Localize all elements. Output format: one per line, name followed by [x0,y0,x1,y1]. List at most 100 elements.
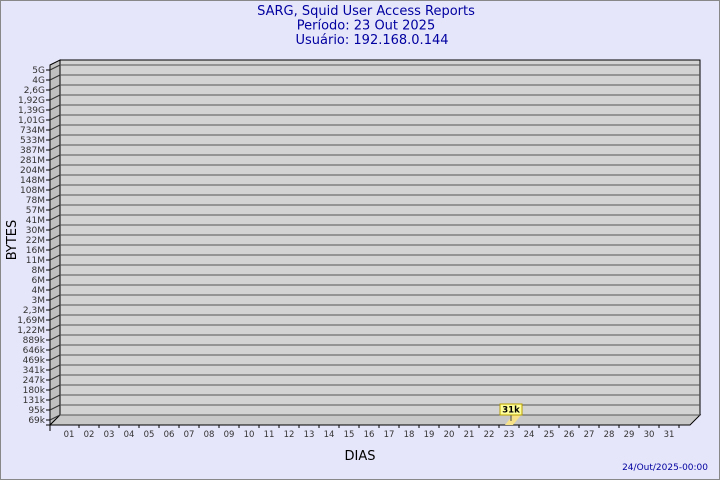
y-tick-label: 30M [26,226,45,236]
y-tick-label: 2,6G [24,86,45,96]
y-tick-label: 281M [20,156,45,166]
gridline-side [49,304,61,311]
x-tick-label: 27 [584,430,595,440]
gridline-side [49,174,61,181]
plot-back-wall [59,59,701,416]
gridline-side [49,404,61,411]
gridline-side [49,374,61,381]
x-tick-label: 07 [184,430,195,440]
x-tick-label: 25 [544,430,555,440]
y-tick-label: 341k [23,366,46,376]
gridline-side [49,124,61,131]
gridline-side [49,314,61,321]
gridline-side [49,94,61,101]
gridline-side [49,164,61,171]
y-tick-label: 16M [26,246,45,256]
gridline-side [49,384,61,391]
gridline-side [49,114,61,121]
gridline-side [49,364,61,371]
y-tick-label: 1,22M [17,326,45,336]
gridline-side [49,354,61,361]
y-tick-label: 69k [28,416,45,426]
x-tick-label: 26 [564,430,575,440]
y-tick-label: 646k [23,346,46,356]
gridline-side [49,334,61,341]
y-tick-label: 108M [20,186,45,196]
x-tick-label: 20 [444,430,455,440]
y-tick-label: 1,01G [18,116,45,126]
gridline-side [49,144,61,151]
bar-day-23 [505,415,521,425]
y-tick-label: 22M [26,236,45,246]
gridline-side [49,74,61,81]
x-tick-label: 15 [344,430,355,440]
plot-side-wall [49,59,61,427]
gridline-side [49,184,61,191]
y-tick-label: 41M [26,216,45,226]
gridline-side [49,84,61,91]
y-tick-label: 734M [20,126,45,136]
y-tick-label: 533M [20,136,45,146]
x-tick-label: 04 [124,430,135,440]
y-tick-label: 387M [20,146,45,156]
x-tick-label: 19 [424,430,435,440]
x-tick-label: 02 [84,430,95,440]
plot-floor [48,414,702,426]
gridline-side [49,134,61,141]
y-tick-label: 2,3M [23,306,45,316]
footer-timestamp: 24/Out/2025-00:00 [622,463,708,473]
x-tick-label: 28 [604,430,615,440]
y-tick-label: 247k [23,376,46,386]
x-tick-label: 18 [404,430,415,440]
x-tick-label: 11 [264,430,275,440]
x-tick-label: 13 [304,430,315,440]
gridline-side [49,284,61,291]
gridline-side [49,234,61,241]
x-tick-label: 21 [464,430,475,440]
y-tick-label: 8M [32,266,46,276]
y-tick-label: 204M [20,166,45,176]
y-tick-label: 3M [32,296,46,306]
y-tick-label: 78M [26,196,45,206]
y-tick-label: 131k [23,396,46,406]
data-label: 31k [502,406,520,416]
y-tick-label: 11M [26,256,45,266]
y-axis-label: BYTES [5,220,20,261]
y-tick-label: 57M [26,206,45,216]
gridline-side [49,104,61,111]
x-tick-label: 09 [224,430,235,440]
x-axis-label: DIAS [345,449,376,464]
y-tick-label: 148M [20,176,45,186]
y-tick-label: 1,92G [18,96,45,106]
gridline-side [49,344,61,351]
y-tick-label: 4M [32,286,46,296]
x-tick-label: 08 [204,430,215,440]
y-tick-label: 889k [23,336,46,346]
y-tick-label: 1,39G [18,106,45,116]
y-tick-label: 5G [32,66,45,76]
x-tick-label: 17 [384,430,395,440]
x-tick-label: 30 [644,430,655,440]
chart-title-line: Usuário: 192.168.0.144 [295,33,448,48]
gridline-side [49,244,61,251]
y-tick-label: 6M [32,276,46,286]
data-label-box [499,403,523,416]
gridline-side [49,414,61,421]
gridline-side [49,264,61,271]
gridline-side [49,224,61,231]
x-tick-label: 31 [664,430,675,440]
x-tick-label: 01 [64,430,75,440]
gridline-side [49,64,61,71]
y-tick-label: 469k [23,356,46,366]
gridline-side [49,324,61,331]
x-tick-label: 14 [324,430,335,440]
gridline-side [49,254,61,261]
x-tick-label: 24 [524,430,535,440]
gridline-side [49,194,61,201]
x-tick-label: 16 [364,430,375,440]
x-tick-label: 03 [104,430,115,440]
x-tick-label: 12 [284,430,295,440]
gridline-side [49,294,61,301]
x-tick-label: 10 [244,430,255,440]
